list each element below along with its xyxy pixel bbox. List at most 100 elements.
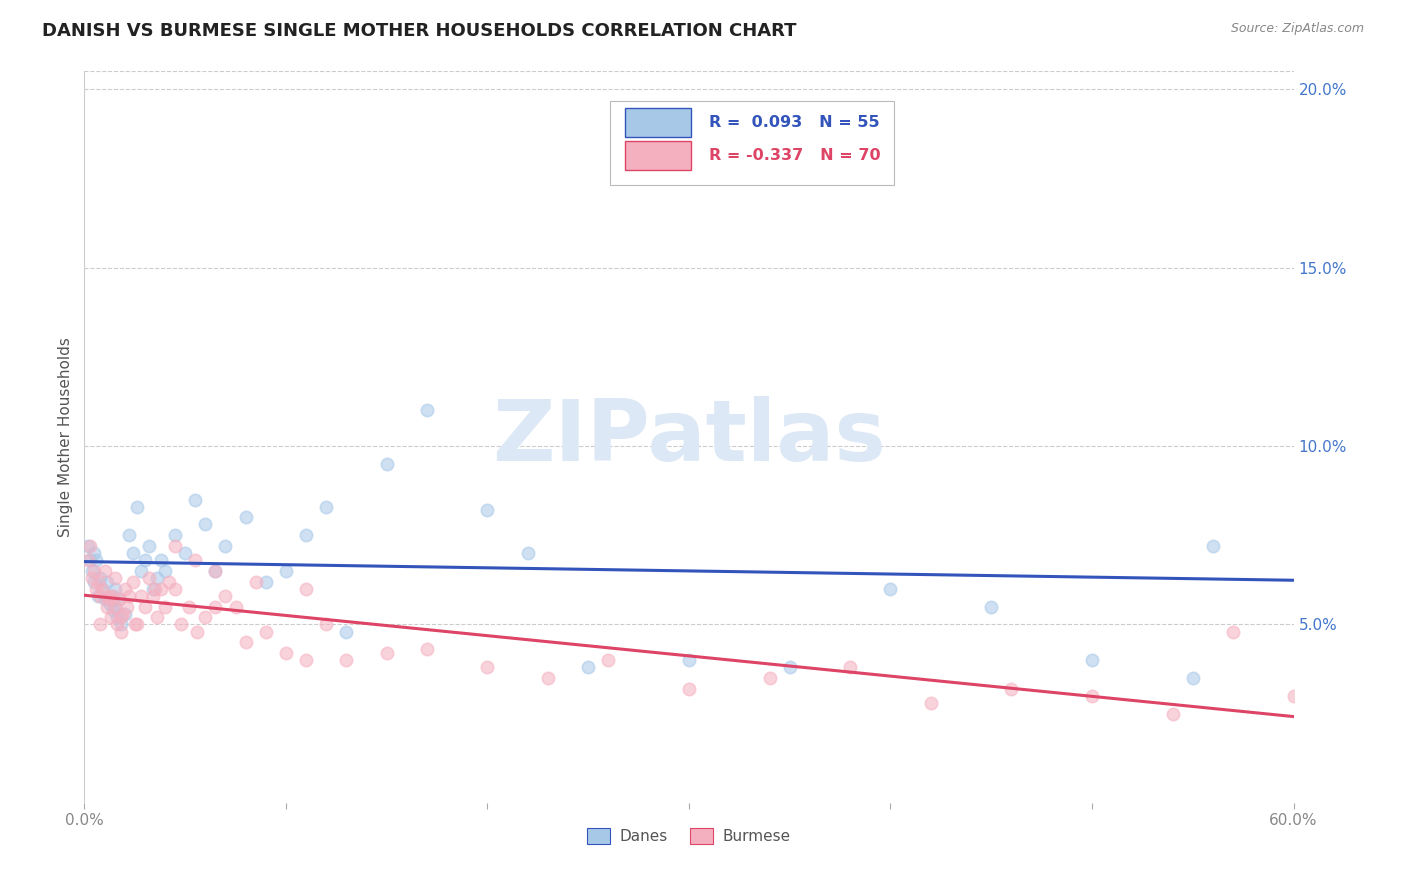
Point bbox=[758, 671, 780, 685]
Point bbox=[254, 574, 277, 589]
Point bbox=[186, 624, 208, 639]
Point bbox=[274, 646, 297, 660]
Point bbox=[87, 589, 110, 603]
Point bbox=[157, 574, 180, 589]
Point bbox=[598, 653, 620, 667]
Point bbox=[214, 589, 236, 603]
Point bbox=[83, 564, 105, 578]
Point bbox=[235, 635, 257, 649]
Point bbox=[204, 599, 226, 614]
Point bbox=[165, 582, 187, 596]
Point bbox=[335, 653, 357, 667]
Point bbox=[537, 671, 560, 685]
Point bbox=[274, 564, 297, 578]
Point bbox=[77, 539, 100, 553]
Point bbox=[194, 610, 217, 624]
Point bbox=[121, 574, 143, 589]
Point bbox=[86, 582, 108, 596]
Point bbox=[118, 589, 141, 603]
Point bbox=[779, 660, 801, 674]
Point bbox=[96, 599, 118, 614]
Point bbox=[83, 574, 105, 589]
Point bbox=[115, 599, 138, 614]
Point bbox=[125, 500, 148, 514]
Point bbox=[1282, 689, 1305, 703]
Point bbox=[153, 564, 176, 578]
Point bbox=[204, 564, 226, 578]
Point bbox=[315, 617, 337, 632]
Point bbox=[980, 599, 1002, 614]
Point bbox=[105, 617, 128, 632]
Point bbox=[678, 681, 700, 696]
Point bbox=[110, 624, 132, 639]
Point bbox=[142, 582, 165, 596]
Point bbox=[477, 503, 499, 517]
Text: DANISH VS BURMESE SINGLE MOTHER HOUSEHOLDS CORRELATION CHART: DANISH VS BURMESE SINGLE MOTHER HOUSEHOL… bbox=[42, 22, 797, 40]
Point bbox=[174, 546, 197, 560]
Point bbox=[125, 617, 148, 632]
Point bbox=[97, 596, 120, 610]
Point bbox=[245, 574, 267, 589]
Point bbox=[194, 517, 217, 532]
Point bbox=[637, 136, 659, 150]
Point bbox=[1222, 624, 1244, 639]
Point bbox=[295, 582, 318, 596]
Point bbox=[416, 642, 439, 657]
Point bbox=[138, 571, 160, 585]
Point bbox=[82, 571, 104, 585]
Point bbox=[100, 610, 122, 624]
Point bbox=[97, 592, 120, 607]
Point bbox=[1081, 689, 1104, 703]
Point bbox=[477, 660, 499, 674]
Point bbox=[170, 617, 193, 632]
Point bbox=[83, 546, 105, 560]
Point bbox=[79, 539, 101, 553]
Point bbox=[91, 582, 114, 596]
Point bbox=[1181, 671, 1204, 685]
Point bbox=[375, 646, 398, 660]
Point bbox=[235, 510, 257, 524]
Point bbox=[114, 582, 136, 596]
Point bbox=[295, 653, 318, 667]
Point bbox=[105, 610, 128, 624]
Point bbox=[82, 564, 104, 578]
Point bbox=[143, 582, 166, 596]
Text: Source: ZipAtlas.com: Source: ZipAtlas.com bbox=[1230, 22, 1364, 36]
Point bbox=[121, 546, 143, 560]
Point bbox=[149, 582, 172, 596]
Point bbox=[416, 403, 439, 417]
Point bbox=[165, 528, 187, 542]
FancyBboxPatch shape bbox=[610, 101, 894, 185]
Bar bbox=[624, 108, 692, 137]
Point bbox=[111, 607, 134, 621]
Point bbox=[93, 592, 115, 607]
Legend: Danes, Burmese: Danes, Burmese bbox=[581, 822, 797, 850]
Point bbox=[149, 553, 172, 567]
Point bbox=[89, 589, 111, 603]
Point bbox=[678, 653, 700, 667]
Point bbox=[225, 599, 247, 614]
Point bbox=[110, 610, 132, 624]
Point bbox=[79, 553, 101, 567]
Point bbox=[91, 582, 114, 596]
Point bbox=[184, 492, 207, 507]
Point bbox=[214, 539, 236, 553]
Point bbox=[124, 617, 146, 632]
Point bbox=[104, 582, 127, 596]
Point bbox=[1202, 539, 1225, 553]
Text: ZIPatlas: ZIPatlas bbox=[492, 395, 886, 479]
Point bbox=[1000, 681, 1022, 696]
Point bbox=[134, 553, 156, 567]
Point bbox=[335, 624, 357, 639]
Point bbox=[101, 589, 124, 603]
Point bbox=[184, 553, 207, 567]
Point bbox=[97, 589, 120, 603]
Text: R = -0.337   N = 70: R = -0.337 N = 70 bbox=[710, 148, 882, 163]
Point bbox=[254, 624, 277, 639]
Point bbox=[146, 610, 169, 624]
Point bbox=[100, 589, 122, 603]
Point bbox=[104, 599, 127, 614]
Point bbox=[1161, 706, 1184, 721]
Point bbox=[516, 546, 538, 560]
Point bbox=[89, 571, 111, 585]
